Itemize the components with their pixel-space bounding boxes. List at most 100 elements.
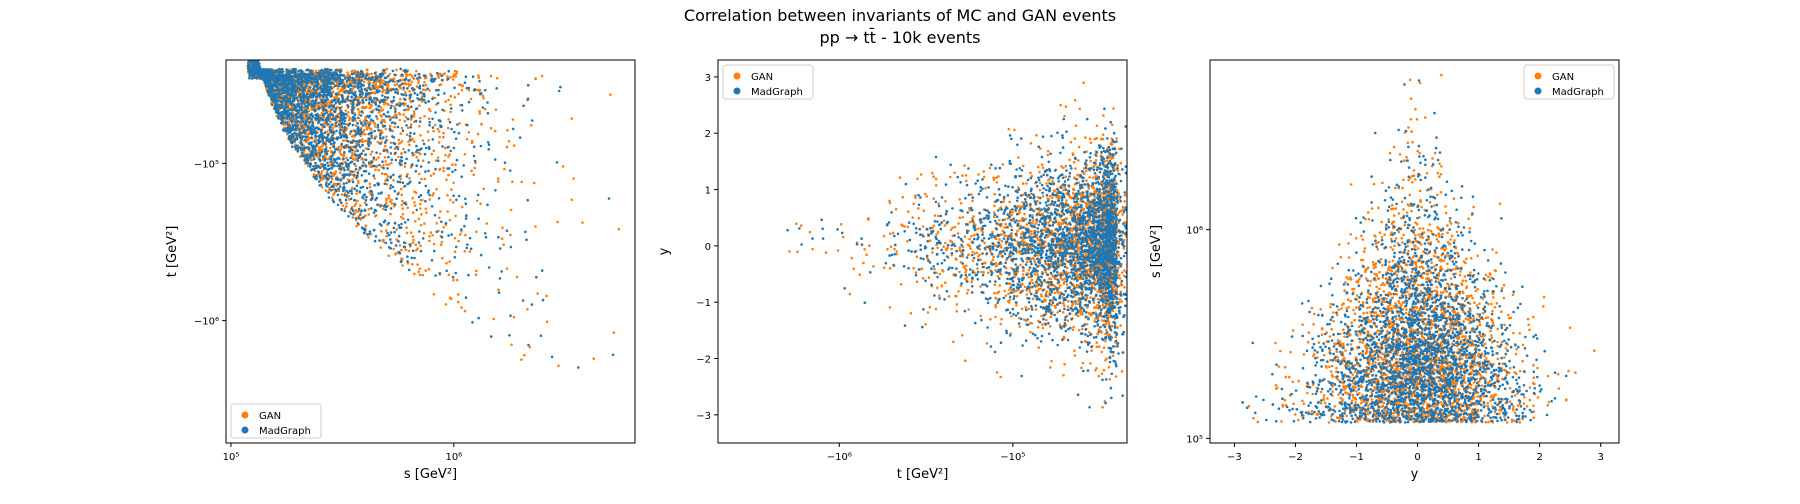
scatter-point bbox=[345, 81, 349, 85]
scatter-point bbox=[293, 145, 297, 148]
scatter-point bbox=[464, 296, 468, 299]
scatter-point bbox=[460, 306, 463, 309]
scatter-point bbox=[249, 38, 252, 41]
scatter-point bbox=[320, 74, 323, 77]
scatter-point bbox=[253, 74, 256, 78]
scatter-point bbox=[302, 130, 306, 134]
scatter-point bbox=[286, 111, 289, 115]
scatter-point bbox=[312, 164, 315, 168]
scatter-point bbox=[304, 153, 308, 157]
scatter-point bbox=[317, 119, 321, 123]
scatter-point bbox=[395, 197, 399, 200]
scatter-point bbox=[466, 243, 469, 246]
scatter-point bbox=[343, 207, 347, 211]
scatter-point bbox=[290, 91, 294, 95]
scatter-point bbox=[409, 93, 413, 96]
scatter-point bbox=[274, 85, 278, 88]
scatter-point bbox=[255, 54, 258, 57]
scatter-point bbox=[421, 159, 425, 162]
scatter-point bbox=[442, 225, 446, 229]
scatter-point bbox=[394, 158, 398, 162]
scatter-point bbox=[463, 81, 467, 84]
scatter-point bbox=[343, 90, 347, 94]
scatter-point bbox=[405, 175, 409, 178]
scatter-point bbox=[404, 91, 407, 94]
scatter-point bbox=[393, 221, 397, 225]
scatter-point bbox=[248, 30, 251, 33]
scatter-point bbox=[392, 77, 396, 80]
scatter-point bbox=[350, 173, 354, 176]
scatter-point bbox=[372, 156, 376, 159]
scatter-point bbox=[354, 202, 358, 205]
scatter-point bbox=[362, 161, 365, 164]
scatter-point bbox=[309, 131, 313, 135]
scatter-point bbox=[249, 25, 252, 28]
scatter-point bbox=[256, 66, 260, 69]
scatter-point bbox=[346, 168, 350, 171]
scatter-point bbox=[287, 135, 291, 139]
scatter-point bbox=[481, 94, 485, 98]
scatter-point bbox=[364, 224, 368, 227]
scatter-point bbox=[326, 158, 330, 161]
scatter-point bbox=[430, 259, 434, 262]
scatter-point bbox=[276, 73, 280, 77]
scatter-point bbox=[465, 137, 469, 141]
scatter-point bbox=[314, 164, 318, 167]
scatter-point bbox=[250, 47, 253, 50]
scatter-point bbox=[254, 50, 257, 53]
scatter-point bbox=[447, 98, 450, 102]
scatter-point bbox=[248, 27, 251, 30]
scatter-point bbox=[324, 143, 327, 146]
scatter-point bbox=[339, 201, 343, 204]
scatter-point bbox=[334, 101, 338, 105]
scatter-point bbox=[378, 239, 381, 242]
scatter-point bbox=[355, 192, 359, 195]
scatter-point bbox=[364, 158, 368, 162]
scatter-point bbox=[359, 186, 363, 189]
scatter-point bbox=[401, 213, 405, 216]
scatter-point bbox=[310, 117, 313, 121]
scatter-point bbox=[378, 163, 381, 167]
scatter-point bbox=[334, 69, 338, 72]
scatter-point bbox=[385, 234, 389, 238]
scatter-point bbox=[550, 355, 554, 359]
scatter-point bbox=[436, 156, 440, 159]
scatter-point bbox=[340, 207, 343, 211]
scatter-point bbox=[482, 97, 485, 100]
scatter-point bbox=[306, 101, 310, 104]
scatter-point bbox=[303, 102, 306, 106]
scatter-point bbox=[360, 70, 364, 73]
scatter-point bbox=[540, 74, 544, 78]
scatter-point bbox=[361, 98, 364, 102]
scatter-point bbox=[308, 121, 311, 124]
scatter-point bbox=[399, 187, 403, 191]
scatter-point bbox=[382, 136, 385, 139]
scatter-point bbox=[397, 224, 401, 227]
scatter-point bbox=[404, 94, 408, 97]
scatter-point bbox=[273, 92, 277, 96]
scatter-point bbox=[612, 331, 616, 334]
scatter-point bbox=[367, 77, 371, 80]
scatter-point bbox=[412, 110, 416, 113]
scatter-point bbox=[371, 193, 374, 196]
scatter-point bbox=[383, 182, 387, 186]
scatter-point bbox=[377, 111, 381, 114]
scatter-point bbox=[274, 104, 278, 107]
scatter-point bbox=[394, 110, 397, 113]
scatter-point bbox=[401, 207, 405, 210]
scatter-point bbox=[320, 137, 324, 140]
scatter-point bbox=[325, 152, 329, 156]
scatter-point bbox=[302, 153, 305, 157]
scatter-point bbox=[321, 178, 325, 181]
scatter-point bbox=[493, 158, 497, 161]
scatter-point bbox=[478, 79, 481, 83]
scatter-point bbox=[314, 145, 317, 148]
scatter-point bbox=[367, 139, 371, 143]
scatter-point bbox=[253, 41, 256, 44]
scatter-point bbox=[294, 120, 298, 123]
scatter-point bbox=[345, 205, 348, 208]
scatter-point bbox=[453, 255, 457, 259]
scatter-point bbox=[403, 161, 407, 165]
scatter-point bbox=[356, 82, 360, 85]
